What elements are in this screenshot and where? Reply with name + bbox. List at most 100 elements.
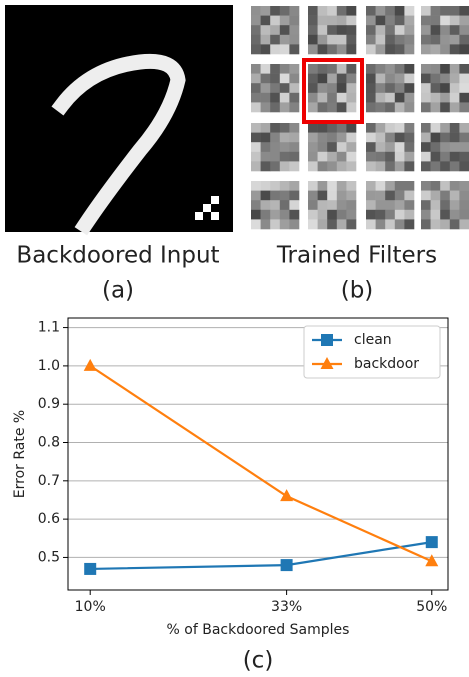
filter-pixel (366, 210, 376, 220)
filter-pixel (308, 133, 318, 143)
filter-pixel (327, 161, 337, 171)
filter-pixel (395, 83, 405, 93)
filter-pixel (261, 133, 271, 143)
filter-pixel (270, 123, 280, 133)
filter-pixel (280, 102, 290, 112)
filter-pixel (318, 191, 328, 201)
filter-pixel (404, 74, 414, 84)
filter-pixel (251, 74, 261, 84)
filter-pixel (376, 152, 386, 162)
filter-pixel (346, 74, 356, 84)
filter-pixel (450, 181, 460, 191)
filter-pixel (289, 25, 299, 35)
filter-pixel (366, 219, 376, 229)
filter-pixel (318, 16, 328, 26)
filter-pixel (376, 16, 386, 26)
filter-pixel (289, 152, 299, 162)
x-axis-label: % of Backdoored Samples (167, 622, 350, 638)
filter-pixel (421, 83, 431, 93)
filter-pixel (366, 64, 376, 74)
filter-pixel (385, 133, 395, 143)
filter-pixel (421, 161, 431, 171)
filter-pixel (261, 152, 271, 162)
filter-pixel (366, 16, 376, 26)
filter-pixel (366, 44, 376, 54)
filter-pixel (270, 93, 280, 103)
filter-pixel (308, 74, 318, 84)
filter-pixel (376, 191, 386, 201)
filter-pixel (327, 74, 337, 84)
filter-pixel (280, 142, 290, 152)
filter-pixel (376, 161, 386, 171)
marker (426, 536, 438, 548)
filter-pixel (270, 133, 280, 143)
filter-pixel (318, 200, 328, 210)
filter-pixel (289, 102, 299, 112)
filter-pixel (318, 102, 328, 112)
filter-pixel (289, 16, 299, 26)
filter-pixel (421, 44, 431, 54)
filter-pixel (385, 74, 395, 84)
filter-pixel (459, 44, 469, 54)
filter-pixel (337, 83, 347, 93)
filter-pixel (395, 35, 405, 45)
filter-pixel (318, 35, 328, 45)
marker (321, 334, 333, 346)
chart: 0.50.60.70.80.91.01.110%33%50%% of Backd… (12, 318, 448, 638)
filter-pixel (366, 181, 376, 191)
filter-pixel (450, 64, 460, 74)
filter-pixel (376, 6, 386, 16)
filter-pixel (318, 74, 328, 84)
filter-pixel (459, 64, 469, 74)
filter-pixel (376, 44, 386, 54)
filter-pixel (440, 93, 450, 103)
filter-pixel (251, 83, 261, 93)
filter-pixel (404, 123, 414, 133)
filter-pixel (327, 6, 337, 16)
filter-pixel (440, 64, 450, 74)
filter-pixel (346, 93, 356, 103)
filter-pixel (270, 200, 280, 210)
filter-pixel (459, 142, 469, 152)
filter-pixel (431, 25, 441, 35)
filter-pixel (337, 25, 347, 35)
filter-pixel (337, 74, 347, 84)
filter-pixel (421, 210, 431, 220)
filter-pixel (308, 102, 318, 112)
x-tick-label: 50% (416, 599, 447, 615)
filter-pixel (459, 93, 469, 103)
filter-pixel (385, 152, 395, 162)
filter-pixel (459, 200, 469, 210)
filter-pixel (327, 191, 337, 201)
filter-pixel (261, 83, 271, 93)
filter-pixel (450, 123, 460, 133)
x-tick-label: 33% (271, 599, 302, 615)
filter-pixel (385, 191, 395, 201)
series-line (90, 366, 432, 561)
filter-pixel (327, 102, 337, 112)
filter-pixel (327, 152, 337, 162)
filter-pixel (431, 123, 441, 133)
filter-pixel (318, 219, 328, 229)
filter-pixel (261, 123, 271, 133)
filter-pixel (431, 152, 441, 162)
filter-pixel (440, 25, 450, 35)
filter-pixel (261, 181, 271, 191)
filter-pixel (346, 6, 356, 16)
filter-pixel (385, 25, 395, 35)
filter-pixel (385, 6, 395, 16)
filter-pixel (404, 181, 414, 191)
filter-pixel (270, 64, 280, 74)
filter-pixel (327, 133, 337, 143)
filter-pixel (366, 133, 376, 143)
filter-pixel (366, 6, 376, 16)
filter-pixel (289, 74, 299, 84)
filter-pixel (337, 161, 347, 171)
filter-pixel (450, 16, 460, 26)
filter-pixel (450, 83, 460, 93)
filter-pixel (270, 83, 280, 93)
series-line (90, 542, 432, 569)
panel-label: (b) (341, 278, 374, 304)
filter-pixel (385, 102, 395, 112)
filter-pixel (404, 44, 414, 54)
